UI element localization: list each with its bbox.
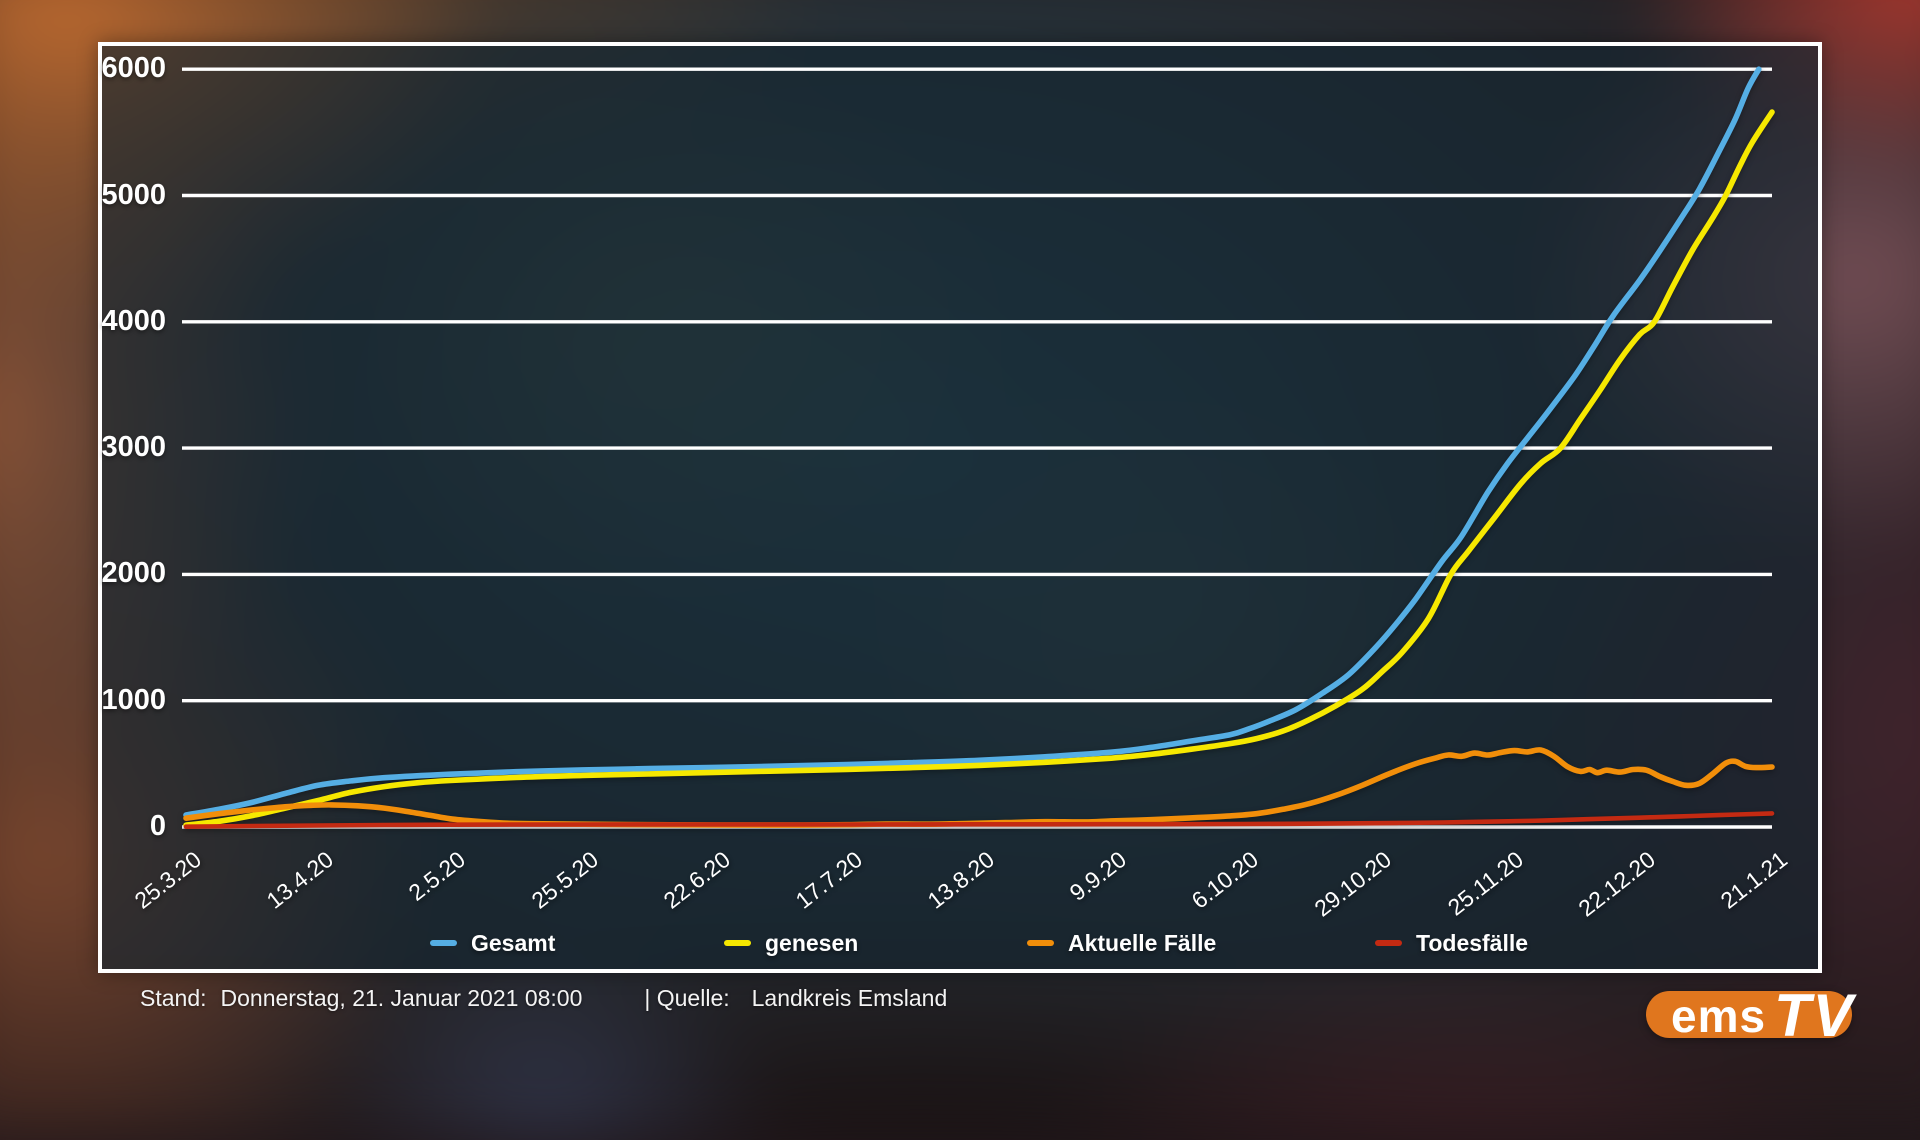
ems-tv-logo: ems TV <box>1646 982 1853 1049</box>
legend-swatch-icon <box>724 940 751 946</box>
y-axis-label-1000: 1000 <box>101 683 166 716</box>
logo-tv-text: TV <box>1774 982 1855 1049</box>
series-line-gesamt <box>183 66 1762 818</box>
logo-ems-text: ems <box>1671 990 1767 1042</box>
legend-item-gesamt: Gesamt <box>430 928 555 958</box>
y-axis-label-6000: 6000 <box>101 52 166 85</box>
y-axis-label-3000: 3000 <box>101 431 166 464</box>
legend-item-genesen: genesen <box>724 928 858 958</box>
y-axis-label-0: 0 <box>149 810 166 842</box>
legend-label: Todesfälle <box>1416 930 1529 956</box>
stand-label: Stand: <box>140 985 207 1011</box>
footer-status-line: Stand: Donnerstag, 21. Januar 2021 08:00 |… <box>140 985 947 1012</box>
legend-label: genesen <box>765 930 859 956</box>
chart-panel: 0 1000 2000 3000 4000 5000 6000 25.3.20 13.4.20 2… <box>98 42 1822 973</box>
legend-swatch-icon <box>430 940 457 946</box>
series-line-aktuelle-f-lle <box>183 747 1775 828</box>
series-line-genesen <box>183 109 1775 828</box>
stand-value: Donnerstag, 21. Januar 2021 08:00 <box>220 985 583 1011</box>
y-axis-label-5000: 5000 <box>101 178 166 211</box>
legend-item-aktuelle-f-lle: Aktuelle Fälle <box>1027 928 1216 958</box>
legend-label: Gesamt <box>471 930 556 956</box>
series-line-todesf-lle <box>183 811 1775 829</box>
grid-lines <box>182 67 1772 829</box>
series-lines <box>183 66 1775 829</box>
legend-label: Aktuelle Fälle <box>1068 930 1217 956</box>
chart-canvas <box>182 66 1775 829</box>
legend-item-todesf-lle: Todesfälle <box>1375 928 1528 958</box>
source-value: Landkreis Emsland <box>751 985 948 1011</box>
y-axis-label-2000: 2000 <box>101 557 166 590</box>
legend-swatch-icon <box>1375 940 1402 946</box>
legend-swatch-icon <box>1027 940 1054 946</box>
y-axis-label-4000: 4000 <box>101 304 166 337</box>
source-label: | Quelle: <box>644 985 730 1011</box>
